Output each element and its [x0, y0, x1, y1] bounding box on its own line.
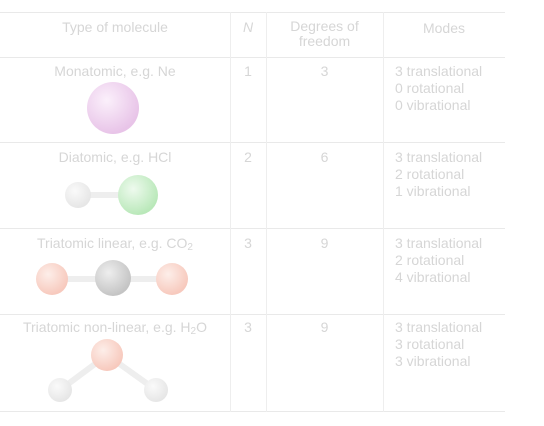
row-triatomic-nonlinear-type: Triatomic non-linear, e.g. H2O: [0, 319, 230, 337]
neon-atom: [87, 82, 139, 134]
mode-translational: 3 translational: [395, 149, 483, 165]
row-triatomic-linear-dof: 9: [320, 235, 329, 251]
hydrogen-atom: [48, 378, 72, 402]
mode-vibrational: 0 vibrational: [395, 97, 471, 113]
row-triatomic-linear-n: 3: [244, 235, 252, 251]
header-degrees-of-freedom: Degrees of freedom: [266, 19, 383, 49]
subscript: 2: [190, 326, 197, 337]
row-diatomic-n: 2: [244, 149, 252, 165]
header-rule: [0, 57, 505, 58]
header-modes: Modes: [422, 20, 466, 36]
mode-vibrational: 3 vibrational: [395, 353, 471, 369]
row-triatomic-linear-modes: 3 translational 2 rotational 4 vibration…: [395, 235, 505, 286]
molecule-table: Type of molecule N Degrees of freedom Mo…: [0, 12, 505, 412]
hydrogen-atom: [65, 182, 91, 208]
mode-vibrational: 1 vibrational: [395, 183, 471, 199]
row-diatomic-type: Diatomic, e.g. HCl: [58, 149, 172, 165]
table-top-rule: [0, 12, 505, 13]
mode-translational: 3 translational: [395, 63, 483, 79]
row-triatomic-nonlinear-modes: 3 translational 3 rotational 3 vibration…: [395, 319, 505, 370]
row-triatomic-nonlinear-n: 3: [244, 319, 252, 335]
column-divider: [230, 12, 231, 412]
table-bottom-rule: [0, 411, 505, 412]
mode-translational: 3 translational: [395, 235, 483, 251]
header-dof-line1: Degrees of: [290, 18, 359, 34]
row-divider: [0, 142, 505, 143]
subscript: 2: [187, 242, 193, 253]
mode-rotational: 2 rotational: [395, 252, 465, 268]
row-triatomic-linear-type: Triatomic linear, e.g. CO2: [0, 235, 230, 253]
mode-rotational: 2 rotational: [395, 166, 465, 182]
type-text: Triatomic non-linear, e.g. H: [22, 319, 191, 335]
type-suffix: O: [196, 319, 207, 335]
mode-rotational: 0 rotational: [395, 80, 465, 96]
row-monatomic-dof: 3: [320, 63, 329, 79]
molecule-illustrations: [36, 82, 188, 402]
carbon-atom: [95, 260, 131, 296]
mode-vibrational: 4 vibrational: [395, 269, 471, 285]
chlorine-atom: [118, 175, 158, 215]
header-n: N: [242, 19, 254, 35]
header-dof-line2: freedom: [298, 33, 351, 49]
oxygen-atom: [156, 263, 188, 295]
row-diatomic-dof: 6: [320, 149, 329, 165]
oxygen-atom: [36, 263, 68, 295]
row-monatomic-modes: 3 translational 0 rotational 0 vibration…: [395, 63, 505, 114]
column-divider: [266, 12, 267, 412]
row-triatomic-nonlinear-dof: 9: [320, 319, 329, 335]
row-monatomic-n: 1: [244, 63, 252, 79]
mode-rotational: 3 rotational: [395, 336, 465, 352]
oxygen-atom: [91, 339, 123, 371]
hydrogen-atom: [144, 378, 168, 402]
row-monatomic-type: Monatomic, e.g. Ne: [54, 63, 176, 79]
type-text: Triatomic linear, e.g. CO: [37, 235, 188, 251]
row-diatomic-modes: 3 translational 2 rotational 1 vibration…: [395, 149, 505, 200]
mode-translational: 3 translational: [395, 319, 483, 335]
row-divider: [0, 228, 505, 229]
column-divider: [383, 12, 384, 412]
header-type-of-molecule: Type of molecule: [62, 19, 168, 35]
row-divider: [0, 314, 505, 315]
